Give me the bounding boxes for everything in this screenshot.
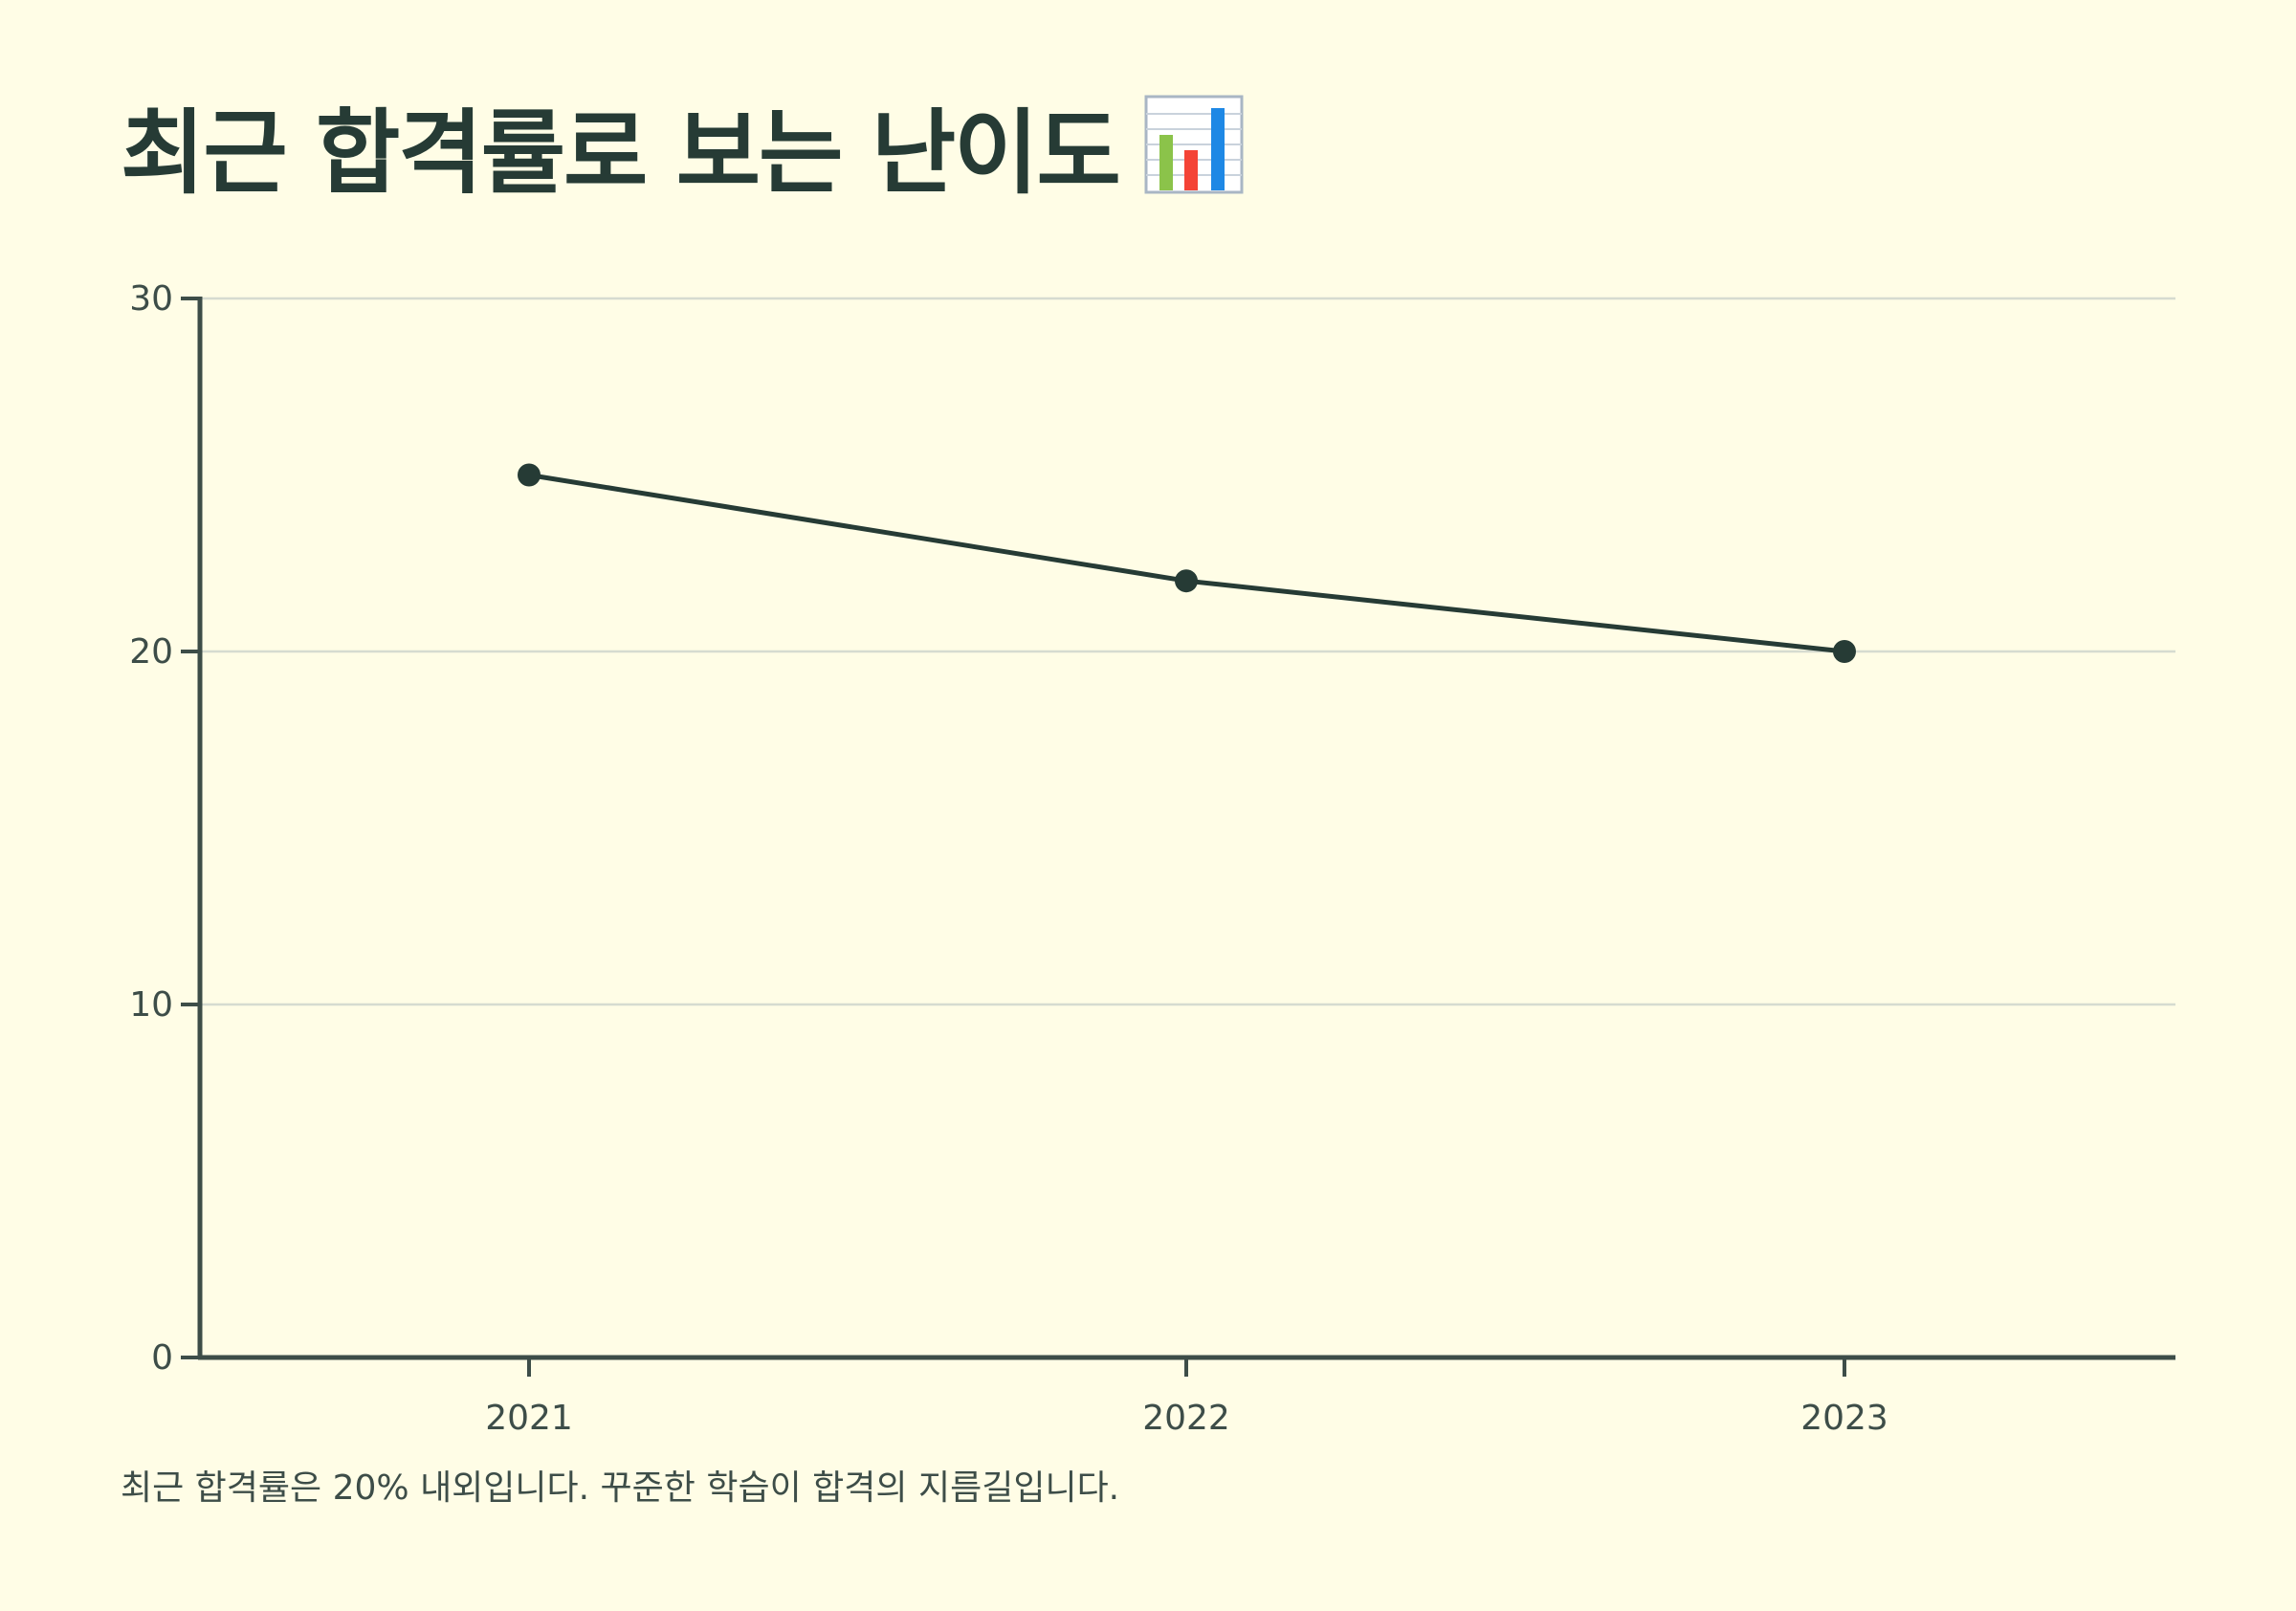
x-tick-label-1: 2022 [1142, 1399, 1230, 1438]
chart-title: 최근 합격률로 보는 난이도 [121, 99, 1121, 207]
y-tick-label-2: 20 [129, 632, 173, 672]
series-line-0 [528, 473, 1845, 654]
y-tick-label-3: 30 [129, 279, 173, 319]
data-point-2023 [1833, 640, 1856, 663]
y-tick-label-1: 10 [129, 985, 173, 1025]
x-tick-label-2: 2023 [1800, 1399, 1888, 1438]
data-point-2021 [518, 463, 541, 487]
title-row: 최근 합격률로 보는 난이도 [121, 82, 1244, 207]
data-point-2022 [1175, 569, 1198, 593]
x-tick-label-0: 2021 [485, 1399, 573, 1438]
y-tick-label-0: 0 [151, 1338, 173, 1378]
chart-caption: 최근 합격률은 20% 내외입니다. 꾸준한 학습이 합격의 지름길입니다. [121, 1468, 1120, 1508]
bar-chart-icon [1144, 95, 1244, 194]
